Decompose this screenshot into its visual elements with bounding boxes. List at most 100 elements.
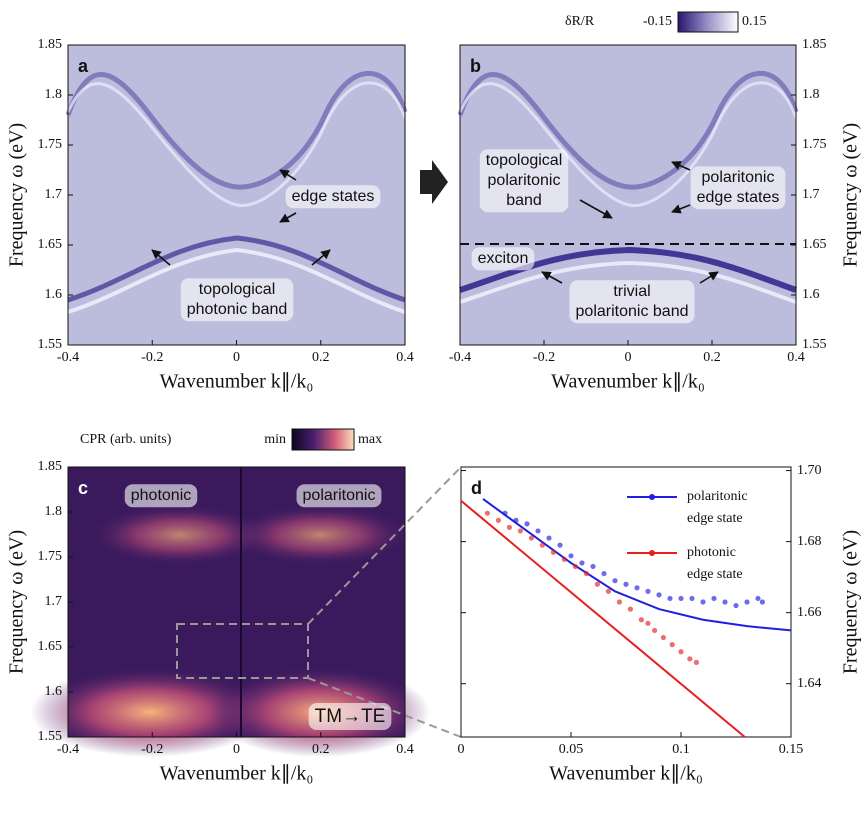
annotation: topological photonic band — [180, 278, 294, 322]
annotation-text: trivial — [613, 283, 650, 300]
data-point — [495, 517, 501, 523]
data-point — [561, 556, 568, 562]
data-point — [572, 563, 579, 570]
colorbar — [291, 428, 355, 451]
data-point — [744, 599, 750, 605]
data-point — [689, 595, 695, 602]
panel-label: b — [470, 56, 481, 76]
y-tick-label: 1.75 — [38, 549, 63, 564]
data-point — [693, 659, 700, 665]
x-tick-label: 0 — [233, 350, 240, 365]
y-axis-label: Frequency ω (eV) — [840, 123, 862, 267]
y-tick-label: 1.7 — [802, 187, 820, 202]
data-point — [601, 570, 607, 577]
y-tick-label: 1.6 — [45, 684, 63, 699]
y-tick-label: 1.65 — [38, 237, 63, 252]
legend-marker — [649, 550, 655, 556]
data-point — [517, 528, 524, 534]
annotation-text: edge states — [292, 188, 375, 205]
panel-label: c — [78, 478, 88, 498]
annotation: topological polaritonic band — [479, 149, 569, 213]
data-point — [535, 528, 541, 534]
annotation: trivial polaritonic band — [569, 280, 695, 324]
annotation: TM→TE — [308, 703, 392, 731]
annotation-text: photonic — [131, 487, 192, 504]
data-point — [667, 595, 673, 602]
y-tick-label: 1.65 — [38, 639, 63, 654]
y-tick-label: 1.55 — [38, 729, 63, 744]
y-tick-label: 1.75 — [38, 137, 63, 152]
annotation-box — [296, 484, 382, 508]
x-axis-label: Wavenumber k∥/k₀ — [160, 371, 314, 393]
data-point — [612, 578, 618, 584]
y-tick-label: 1.8 — [802, 87, 820, 102]
x-tick-label: -0.4 — [449, 350, 471, 365]
annotation-text: polaritonic — [488, 172, 561, 189]
data-point — [678, 595, 684, 602]
colorbar-min: -0.15 — [643, 14, 672, 29]
y-axis-label: Frequency ω (eV) — [6, 530, 28, 674]
panel-label: d — [471, 478, 482, 498]
data-point — [546, 535, 552, 541]
colorbar-label: δR/R — [565, 14, 595, 29]
y-tick-label: 1.85 — [38, 37, 63, 52]
annotation-text: polaritonic — [303, 487, 376, 504]
data-point — [623, 581, 629, 587]
colorbar-max: 0.15 — [742, 14, 767, 29]
x-tick-label: -0.2 — [141, 350, 163, 365]
x-tick-label: 0 — [625, 350, 632, 365]
y-tick-label: 1.8 — [45, 87, 63, 102]
annotation-text: band — [506, 192, 542, 209]
data-point — [634, 585, 640, 591]
x-axis-label: Wavenumber k∥/k₀ — [551, 371, 705, 393]
data-point — [652, 627, 658, 634]
data-point — [528, 535, 535, 541]
x-tick-label: 0.4 — [396, 350, 414, 365]
annotation: polaritonic edge states — [690, 166, 786, 210]
data-point — [583, 570, 590, 577]
annotation-text: topological — [199, 281, 276, 298]
data-point — [506, 524, 512, 530]
y-tick-label: 1.6 — [45, 287, 63, 302]
legend-label: polaritonic — [687, 489, 748, 504]
annotation-text: exciton — [478, 250, 529, 267]
annotation-text: TM→TE — [315, 706, 386, 727]
colorbar-b: δR/R -0.15 0.15 — [565, 11, 767, 33]
colorbar-min: min — [264, 432, 286, 447]
data-point — [590, 563, 596, 570]
annotation-text: polaritonic — [702, 169, 775, 186]
annotation: polaritonic — [296, 484, 382, 508]
annotation-box — [180, 278, 294, 322]
x-axis-label: Wavenumber k∥/k₀ — [549, 763, 703, 785]
x-tick-label: -0.2 — [141, 742, 163, 757]
x-tick-label: 0 — [458, 742, 465, 757]
colorbar-max: max — [358, 432, 382, 447]
annotation-box — [569, 280, 695, 324]
data-point — [568, 553, 574, 559]
data-point — [484, 510, 490, 516]
data-point — [733, 602, 739, 609]
fit-line — [460, 499, 746, 738]
annotation: photonic — [124, 484, 198, 508]
y-tick-label: 1.65 — [802, 237, 827, 252]
data-point — [513, 517, 519, 523]
data-point — [550, 549, 557, 555]
data-point — [638, 617, 645, 623]
data-point — [678, 649, 684, 655]
data-point — [759, 599, 766, 605]
annotation-box — [690, 166, 786, 210]
y-tick-label: 1.75 — [802, 137, 827, 152]
legend-label: photonic — [687, 545, 736, 560]
panel-label: a — [78, 56, 89, 76]
colorbar-c: CPR (arb. units) min max — [80, 428, 382, 451]
data-point — [557, 542, 563, 548]
annotation-text: topological — [486, 152, 563, 169]
annotation-text: edge states — [697, 189, 780, 206]
y-tick-label: 1.64 — [797, 676, 822, 691]
annotation-box — [479, 149, 569, 213]
y-tick-label: 1.7 — [45, 594, 63, 609]
data-point — [645, 588, 651, 594]
colorbar — [677, 11, 739, 33]
data-point — [524, 521, 530, 527]
